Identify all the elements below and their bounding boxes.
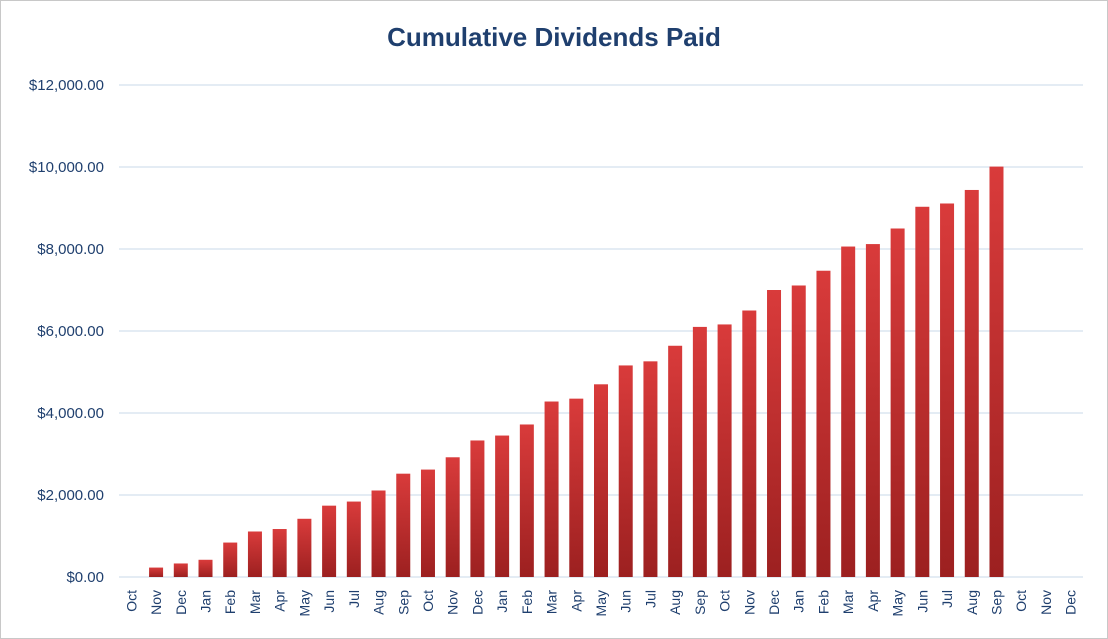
x-axis-ticks: Oct Nov Dec Jan Feb Mar Apr May Jun Jul Aug Sep Oct N…: [123, 590, 1078, 617]
x-tick-label: Jun: [618, 590, 634, 613]
x-tick-label: Jul: [642, 590, 658, 608]
y-tick-label: $2,000.00: [37, 487, 104, 504]
x-tick-label: Oct: [420, 590, 436, 612]
bar: [964, 189, 979, 577]
x-tick-label: Aug: [667, 590, 683, 615]
x-tick-label: Aug: [371, 590, 387, 615]
bar: [989, 166, 1004, 577]
x-tick-label: Apr: [568, 590, 584, 612]
y-tick-label: $8,000.00: [37, 241, 104, 258]
bar: [371, 490, 386, 577]
bar: [643, 361, 658, 577]
x-tick-label: Mar: [840, 590, 856, 614]
y-tick-label: $12,000.00: [29, 77, 104, 94]
chart-title: Cumulative Dividends Paid: [387, 22, 721, 52]
bar: [173, 563, 188, 577]
bar: [198, 559, 213, 577]
bar: [594, 384, 608, 577]
x-tick-label: Jan: [198, 590, 214, 613]
bar: [149, 567, 164, 577]
x-tick-label: Nov: [148, 590, 164, 615]
y-tick-label: $0.00: [66, 569, 104, 586]
bar: [569, 398, 584, 577]
x-tick-label: Nov: [741, 590, 757, 615]
bar: [470, 440, 485, 577]
bar: [396, 473, 411, 577]
x-tick-label: Jun: [321, 590, 337, 613]
x-tick-label: Mar: [247, 590, 263, 614]
x-tick-label: May: [890, 590, 906, 616]
x-tick-label: Jul: [346, 590, 362, 608]
bar: [272, 529, 287, 577]
bar: [247, 531, 262, 577]
bar: [915, 206, 930, 577]
bar: [791, 285, 806, 577]
bar: [495, 435, 510, 577]
x-tick-label: Jul: [939, 590, 955, 608]
x-tick-label: Oct: [717, 590, 733, 612]
x-tick-label: Oct: [123, 590, 139, 612]
bar: [322, 505, 337, 577]
x-tick-label: May: [593, 590, 609, 616]
x-tick-label: Feb: [519, 590, 535, 614]
bar: [618, 365, 633, 577]
bar: [841, 246, 856, 578]
bars: [149, 166, 1004, 578]
bar: [742, 310, 757, 577]
x-tick-label: Dec: [1063, 590, 1079, 615]
bar: [544, 401, 559, 577]
x-tick-label: Feb: [222, 590, 238, 614]
bar: [445, 457, 460, 577]
x-tick-label: Mar: [544, 590, 560, 614]
bar: [717, 324, 732, 577]
x-tick-label: Sep: [692, 590, 708, 615]
x-tick-label: Apr: [272, 590, 288, 612]
x-tick-label: Dec: [173, 590, 189, 615]
bar: [890, 228, 905, 577]
bar: [297, 518, 312, 577]
x-tick-label: Jan: [791, 590, 807, 613]
bar: [940, 203, 955, 578]
bar: [816, 270, 831, 577]
x-tick-label: Sep: [988, 590, 1004, 615]
x-tick-label: Dec: [469, 590, 485, 615]
y-axis-ticks: $0.00 $2,000.00 $4,000.00 $6,000.00 $8,000.0…: [29, 77, 104, 586]
y-tick-label: $6,000.00: [37, 323, 104, 340]
x-tick-label: Apr: [865, 590, 881, 612]
bar: [668, 345, 683, 577]
bar: [346, 501, 361, 577]
bar: [767, 290, 782, 577]
x-tick-label: May: [296, 590, 312, 616]
x-tick-label: Sep: [395, 590, 411, 615]
bar: [223, 542, 238, 577]
x-tick-label: Aug: [964, 590, 980, 615]
x-tick-label: Feb: [815, 590, 831, 614]
bar: [420, 469, 435, 577]
x-tick-label: Oct: [1013, 590, 1029, 612]
x-tick-label: Dec: [766, 590, 782, 615]
bar: [519, 424, 534, 577]
bar: [692, 326, 707, 577]
y-tick-label: $10,000.00: [29, 159, 104, 176]
x-tick-label: Nov: [445, 590, 461, 615]
y-tick-label: $4,000.00: [37, 405, 104, 422]
x-tick-label: Nov: [1038, 590, 1054, 615]
x-tick-label: Jan: [494, 590, 510, 613]
x-tick-label: Jun: [914, 590, 930, 613]
bar: [865, 244, 880, 577]
